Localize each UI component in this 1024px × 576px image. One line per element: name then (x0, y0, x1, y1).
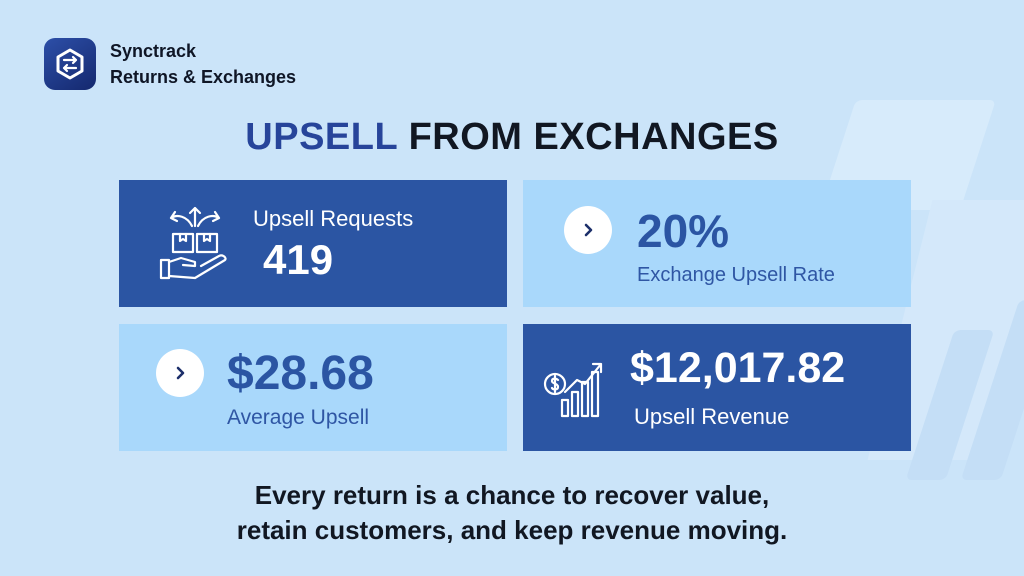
stat-value: $28.68 (227, 347, 374, 400)
revenue-growth-icon (543, 358, 609, 423)
brand-name: Synctrack (110, 41, 197, 61)
background-bar (905, 330, 995, 480)
stat-value: $12,017.82 (630, 344, 846, 392)
stat-card-average-upsell: $28.68 Average Upsell (119, 324, 507, 451)
chevron-right-icon (156, 349, 204, 397)
title-rest: FROM EXCHANGES (408, 116, 779, 158)
tagline: Every return is a chance to recover valu… (0, 478, 1024, 548)
brand-subtitle: Returns & Exchanges (110, 67, 297, 87)
tagline-line: Every return is a chance to recover valu… (254, 480, 770, 510)
background-bar (960, 300, 1024, 480)
stat-value: 419 (263, 236, 334, 283)
hand-boxes-icon (159, 204, 233, 287)
page-title: UPSELL FROM EXCHANGES (0, 116, 1024, 159)
stat-label: Upsell Requests (253, 206, 414, 231)
stat-card-exchange-upsell-rate: 20% Exchange Upsell Rate (523, 180, 911, 307)
stat-value: 20% (637, 205, 730, 257)
stat-label: Exchange Upsell Rate (637, 264, 835, 286)
stat-label: Average Upsell (227, 406, 370, 429)
stat-label: Upsell Revenue (634, 404, 790, 429)
chevron-right-icon (564, 206, 612, 254)
stat-card-upsell-revenue: $12,017.82 Upsell Revenue (523, 324, 911, 451)
stat-card-upsell-requests: Upsell Requests 419 (119, 180, 507, 307)
brand-header: Synctrack Returns & Exchanges (44, 38, 296, 90)
tagline-line: retain customers, and keep revenue movin… (236, 515, 788, 545)
synctrack-logo-icon (44, 38, 96, 90)
title-accent: UPSELL (245, 116, 398, 158)
